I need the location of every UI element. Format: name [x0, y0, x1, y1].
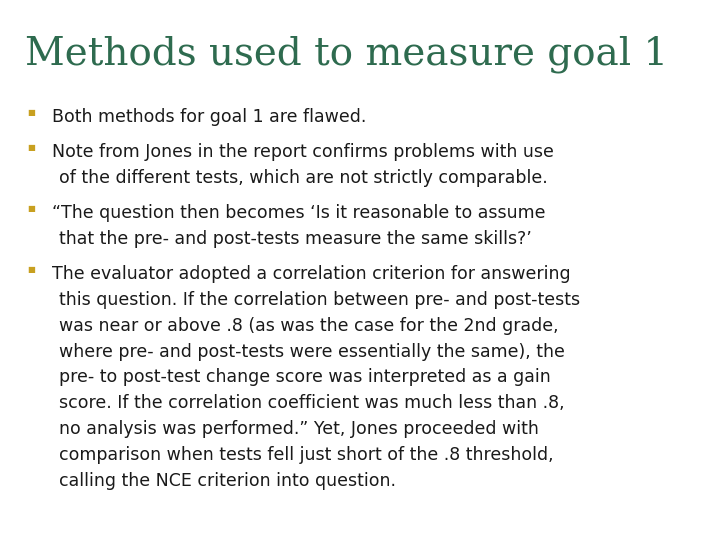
Text: where pre- and post-tests were essentially the same), the: where pre- and post-tests were essential… [59, 342, 565, 361]
Text: calling the NCE criterion into question.: calling the NCE criterion into question. [59, 472, 396, 490]
Text: of the different tests, which are not strictly comparable.: of the different tests, which are not st… [59, 169, 548, 187]
Text: was near or above .8 (as was the case for the 2nd grade,: was near or above .8 (as was the case fo… [59, 316, 559, 335]
Text: The evaluator adopted a correlation criterion for answering: The evaluator adopted a correlation crit… [52, 265, 570, 283]
Text: that the pre- and post-tests measure the same skills?’: that the pre- and post-tests measure the… [59, 230, 532, 248]
Text: ■: ■ [27, 204, 35, 213]
Text: Methods used to measure goal 1: Methods used to measure goal 1 [25, 35, 668, 72]
Text: Both methods for goal 1 are flawed.: Both methods for goal 1 are flawed. [52, 108, 366, 126]
Text: no analysis was performed.” Yet, Jones proceeded with: no analysis was performed.” Yet, Jones p… [59, 420, 539, 438]
Text: ■: ■ [27, 143, 35, 152]
Text: pre- to post-test change score was interpreted as a gain: pre- to post-test change score was inter… [59, 368, 551, 387]
Text: Note from Jones in the report confirms problems with use: Note from Jones in the report confirms p… [52, 143, 554, 161]
Text: score. If the correlation coefficient was much less than .8,: score. If the correlation coefficient wa… [59, 394, 564, 413]
Text: “The question then becomes ‘Is it reasonable to assume: “The question then becomes ‘Is it reason… [52, 204, 545, 222]
Text: this question. If the correlation between pre- and post-tests: this question. If the correlation betwee… [59, 291, 580, 309]
Text: ■: ■ [27, 265, 35, 274]
Text: ■: ■ [27, 108, 35, 117]
Text: comparison when tests fell just short of the .8 threshold,: comparison when tests fell just short of… [59, 446, 554, 464]
